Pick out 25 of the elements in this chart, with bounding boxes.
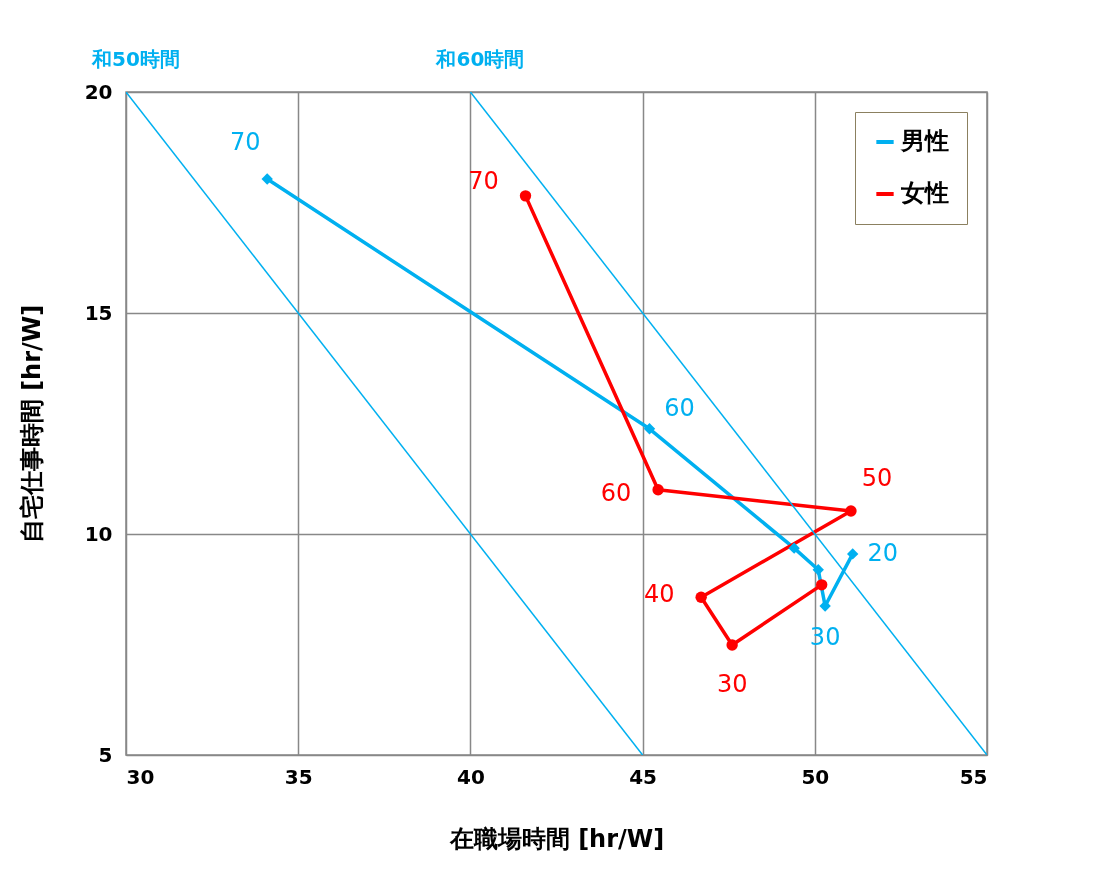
y-axis-title: 自宅仕事時間 [hr/W]: [17, 304, 46, 544]
x-axis-title: 在職場時間 [hr/W]: [448, 824, 665, 853]
legend-label: 女性: [900, 179, 949, 207]
annotation: 20: [867, 538, 898, 567]
x-tick-label: 30: [126, 764, 155, 789]
y-tick-label: 5: [98, 742, 113, 767]
annotation: 30: [809, 623, 841, 652]
annotation: 30: [716, 669, 748, 698]
y-tick-label: 20: [84, 79, 113, 104]
legend-label: 男性: [900, 127, 949, 155]
y-tick-label: 15: [84, 300, 113, 325]
annotation: 70: [229, 128, 261, 157]
x-tick-label: 40: [456, 764, 485, 789]
y-tick-label: 10: [84, 521, 113, 546]
x-tick-label: 45: [629, 764, 658, 789]
annotation: 60: [664, 393, 695, 422]
series-label: 和50時間: [91, 47, 180, 71]
annotation: 70: [468, 166, 499, 195]
annotation: 50: [861, 464, 893, 493]
x-tick-label: 55: [959, 764, 988, 789]
annotation: 60: [600, 478, 632, 507]
x-tick-label: 35: [284, 764, 313, 789]
series-label: 和60時間: [435, 47, 525, 71]
x-tick-label: 50: [801, 764, 830, 789]
annotation: 40: [643, 580, 675, 609]
